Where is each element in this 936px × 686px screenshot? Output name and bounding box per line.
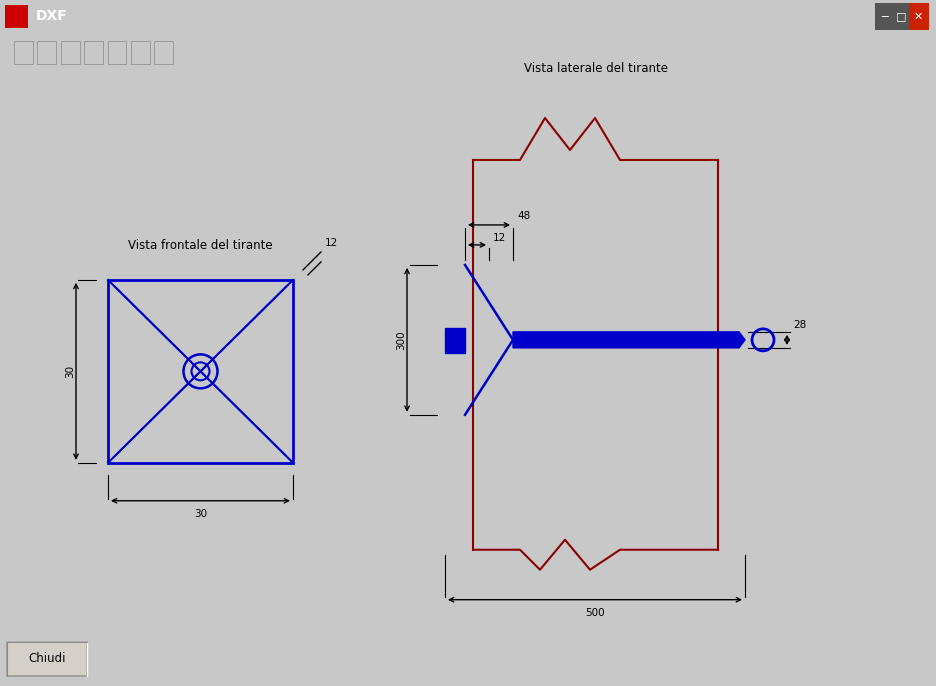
Text: 300: 300 [396, 330, 406, 350]
Text: ─: ─ [881, 12, 888, 21]
Text: 12: 12 [493, 233, 506, 243]
Bar [131, 40, 150, 64]
Text: 12: 12 [325, 238, 338, 248]
Text: ✕: ✕ [914, 12, 923, 21]
Text: Vista frontale del tirante: Vista frontale del tirante [128, 239, 272, 252]
Polygon shape [513, 332, 745, 348]
Text: □: □ [896, 12, 907, 21]
Bar [84, 40, 103, 64]
Bar [61, 40, 80, 64]
Bar [875, 3, 896, 29]
Text: 28: 28 [793, 320, 806, 330]
Bar [14, 40, 33, 64]
Bar [892, 3, 913, 29]
Text: 30: 30 [65, 365, 75, 378]
Text: Vista laterale del tirante: Vista laterale del tirante [523, 62, 667, 75]
Text: 48: 48 [517, 211, 531, 221]
FancyBboxPatch shape [7, 641, 87, 676]
Text: 30: 30 [194, 509, 207, 519]
Bar [5, 5, 28, 28]
Text: DXF: DXF [36, 10, 67, 23]
Bar [108, 40, 126, 64]
Bar [37, 40, 56, 64]
Bar [909, 3, 929, 29]
Text: 500: 500 [585, 608, 605, 617]
Polygon shape [445, 328, 465, 353]
Bar [154, 40, 173, 64]
Text: Chiudi: Chiudi [28, 652, 66, 665]
